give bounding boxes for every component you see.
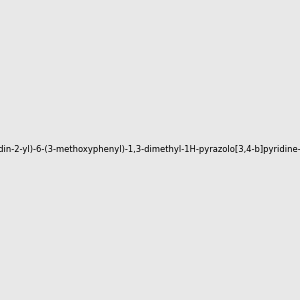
Text: N-(5-chloropyridin-2-yl)-6-(3-methoxyphenyl)-1,3-dimethyl-1H-pyrazolo[3,4-b]pyri: N-(5-chloropyridin-2-yl)-6-(3-methoxyphe… — [0, 146, 300, 154]
